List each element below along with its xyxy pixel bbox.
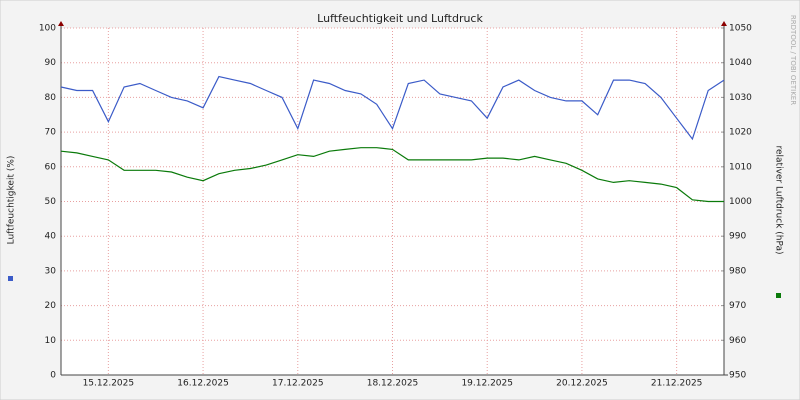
y2-tick-label: 1050 [729,24,752,34]
y2-tick-label: 990 [729,232,746,242]
y-tick-label: 90 [45,58,57,68]
y2-tick-label: 1020 [729,128,752,138]
y2-axis-label: relativer Luftdruck (hPa) [774,145,784,254]
y2-tick-label: 950 [729,371,746,381]
y2-tick-label: 970 [729,301,746,311]
x-tick-label: 19.12.2025 [461,379,513,389]
watermark: RRDTOOL / TOBI OETIKER [789,15,797,105]
y-tick-label: 50 [45,197,57,207]
x-tick-label: 20.12.2025 [556,379,608,389]
y2-tick-label: 1030 [729,93,752,103]
y-tick-label: 0 [50,371,56,381]
y-tick-label: 40 [45,232,57,242]
x-tick-label: 15.12.2025 [83,379,135,389]
chart-title: Luftfeuchtigkeit und Luftdruck [317,12,483,25]
y-tick-label: 100 [39,24,56,34]
axis-arrow [58,21,64,26]
y2-tick-label: 1010 [729,162,752,172]
y-axis-label: Luftfeuchtigkeit (%) [7,156,17,245]
x-tick-label: 16.12.2025 [177,379,229,389]
y-tick-label: 70 [45,128,57,138]
legend-swatch [8,276,13,281]
y-tick-label: 20 [45,301,57,311]
y2-tick-label: 1040 [729,58,752,68]
x-tick-label: 17.12.2025 [272,379,324,389]
x-tick-label: 21.12.2025 [651,379,703,389]
y2-tick-label: 980 [729,266,746,276]
axis-arrow [721,21,727,26]
y-tick-label: 60 [45,162,57,172]
x-tick-label: 18.12.2025 [367,379,419,389]
y-tick-label: 80 [45,93,57,103]
y-tick-label: 10 [45,336,57,346]
legend-swatch [776,293,781,298]
y-tick-label: 30 [45,266,57,276]
series-line [60,147,724,203]
series-line [60,75,725,141]
y2-tick-label: 1000 [729,197,752,207]
y2-tick-label: 960 [729,336,746,346]
